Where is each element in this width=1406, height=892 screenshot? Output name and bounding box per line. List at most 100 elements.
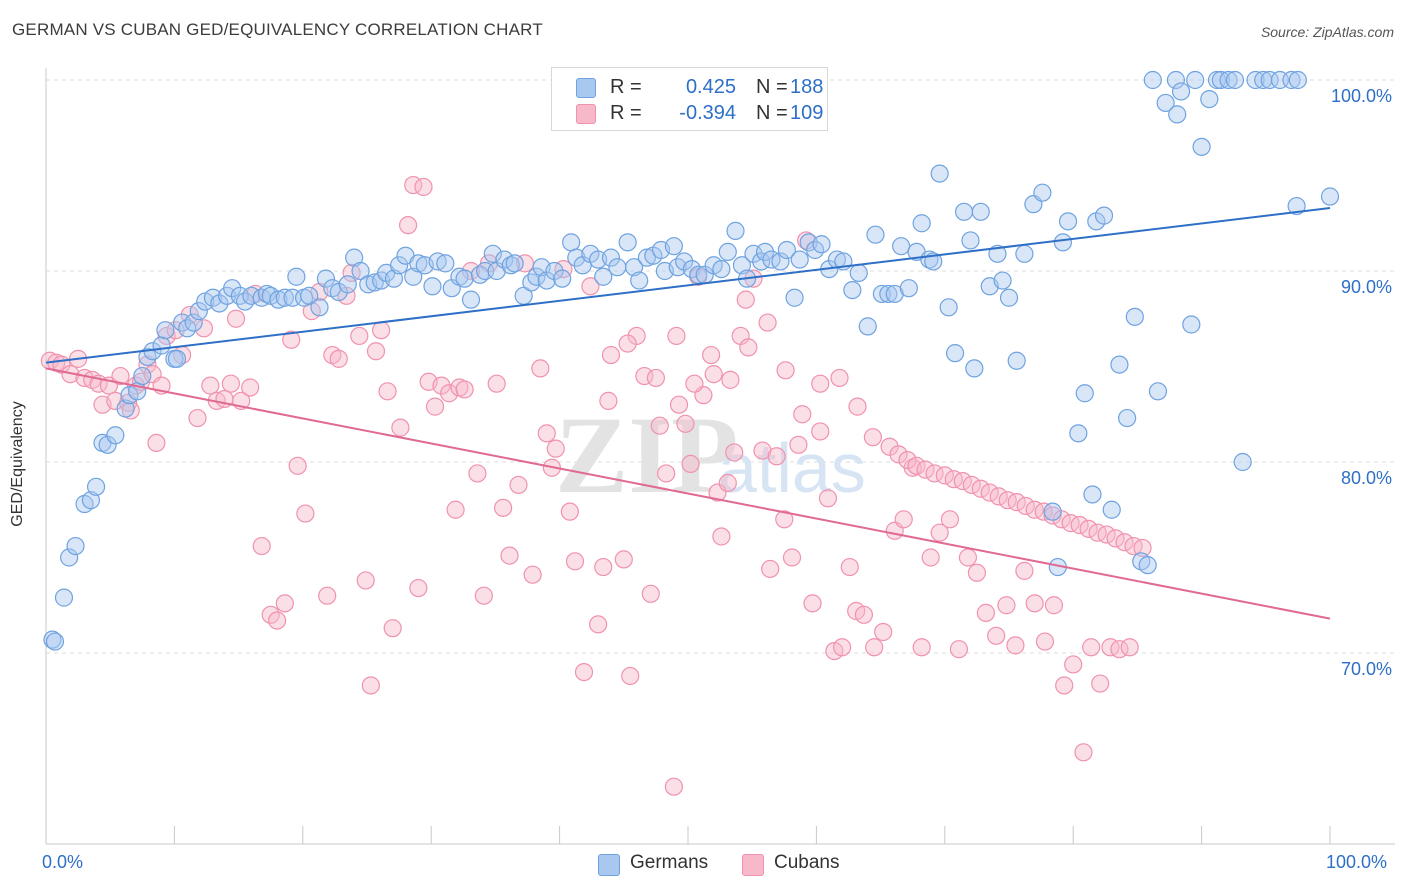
germans-point [858,317,877,336]
cubans-point [138,355,157,374]
germans-point [1015,244,1034,263]
cubans-point [157,326,176,346]
germans-point [455,269,474,288]
cubans-point [1007,493,1026,512]
cubans-point [667,326,686,346]
cubans-point [962,475,981,495]
cubans-point [1088,523,1107,542]
germans-point [537,271,556,290]
germans-point [60,548,79,567]
cubans-point [474,586,493,605]
germans-point [1083,485,1102,504]
cubans-point [1097,525,1116,544]
cubans-point [1025,500,1044,519]
cubans-point [432,376,451,395]
cubans-point [537,424,556,443]
cubans-point [793,405,812,424]
germans-point [223,279,242,298]
cubans-point [1070,515,1089,535]
cubans-point [621,666,640,686]
cubans-point [614,550,633,569]
cubans-point [188,408,207,428]
germans-point [133,366,152,386]
chart-title: GERMAN VS CUBAN GED/EQUIVALENCY CORRELAT… [12,20,543,39]
germans-point [505,254,524,273]
germans-point [1233,452,1252,472]
cubans-point [782,548,802,567]
cubans-point [721,370,740,389]
germans-point [1287,196,1306,216]
germans-point [1186,70,1205,90]
cubans-point [758,313,777,332]
germans-point [664,237,683,256]
cubans-point [767,447,786,466]
cubans-point [811,374,830,393]
germans-point [522,273,541,292]
germans-point [1225,70,1245,90]
cubans-point [414,177,433,197]
germans-point [545,261,564,281]
cubans-point [848,397,867,416]
cubans-point [1025,594,1044,613]
cubans-point [657,464,676,483]
cubans-point [523,565,542,584]
germans-point [930,164,949,183]
x-tick-0: 0.0% [42,852,84,872]
cubans-point [350,326,369,346]
cubans-point [894,510,913,529]
germans-point [1260,70,1279,90]
cubans-point [361,676,380,695]
cubans-point [574,662,594,682]
germans-point [872,284,891,304]
germans-point [945,344,965,363]
germans-point [939,298,958,317]
germans-point [601,248,621,267]
germans-point [86,477,106,496]
germans-point [152,336,171,355]
legend-n-value: 109 [790,102,824,124]
cubans-point [500,546,519,565]
cubans-point [958,548,978,567]
germans-point [1156,93,1175,113]
germans-point [899,279,918,298]
germans-point [275,288,294,307]
germans-point [1211,70,1230,90]
germans-point [762,250,781,269]
y-axis-label: GED/Equivalency [9,401,26,527]
germans-point [777,240,796,260]
cubans-point [1082,638,1101,657]
cubans-point [971,479,990,498]
cubans-point [546,439,565,458]
germans-point [726,221,745,240]
cubans-point [1120,638,1139,657]
germans-point [618,233,637,252]
cubans-point [296,504,315,523]
cubans-point [646,368,666,388]
germans-point [866,225,885,244]
germans-point [1053,233,1073,252]
germans-point [300,286,319,305]
cubans-point [830,368,849,388]
germans-point [189,302,208,321]
cubans-point [676,414,695,433]
watermark-zip: ZIP [555,394,738,516]
cubans-point [581,277,600,296]
cubans-point [1061,514,1080,533]
cubans-point [811,422,830,441]
legend-n-value: 188 [790,76,824,98]
cubans-point [1124,536,1143,556]
germans-point [630,271,649,290]
cubans-point [865,638,884,657]
germans-point [988,244,1007,263]
legend-r-value: 0.425 [685,76,736,98]
cubans-point [702,345,721,365]
germans-point [965,359,984,378]
germans-point [912,214,931,233]
cubans-point [761,559,780,579]
cubans-point [329,349,348,368]
germans-point [849,263,868,283]
cubans-point [252,536,271,556]
germans-point [785,288,804,307]
gridlines [46,79,1395,654]
cubans-point [998,491,1017,510]
